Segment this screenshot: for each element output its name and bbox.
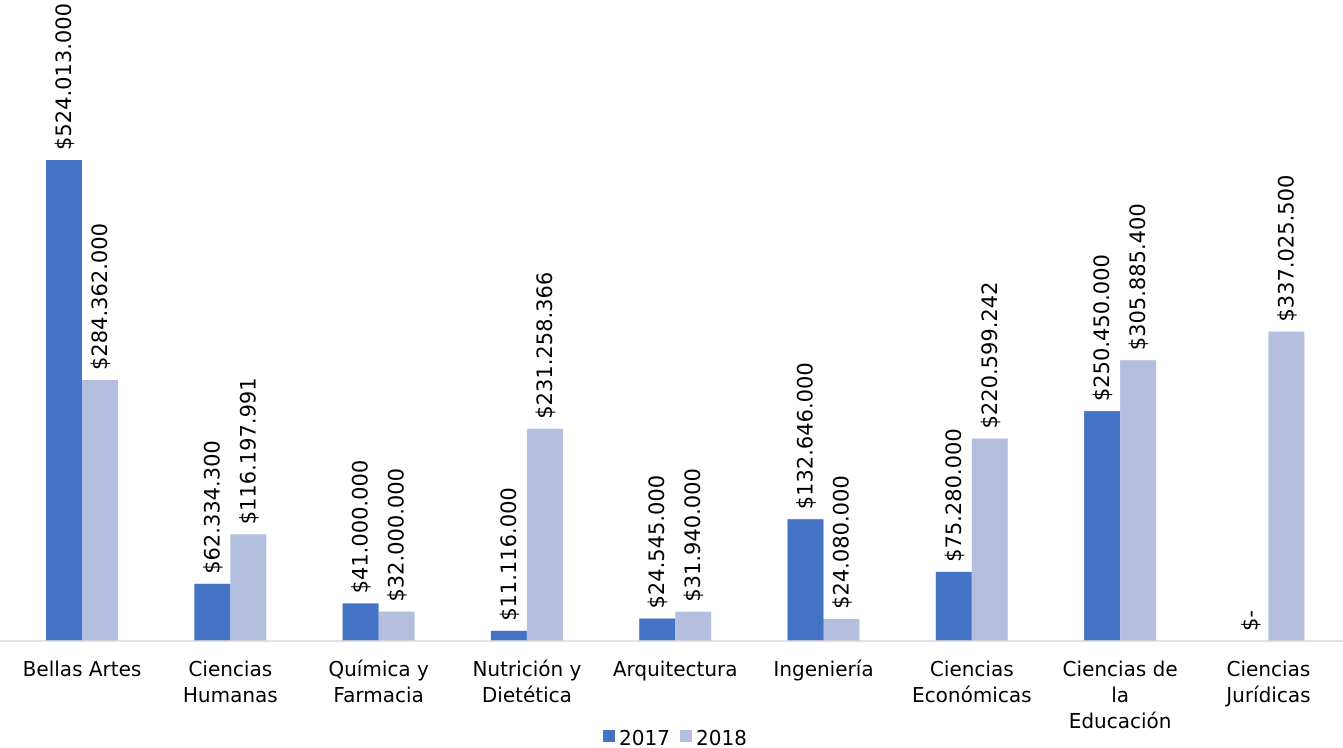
bar-2017-3 (490, 630, 527, 641)
category-label-6-0: Ciencias (930, 657, 1014, 681)
value-label-2018-6: $220.599.242 (978, 282, 1002, 429)
legend: 2017 2018 (603, 726, 747, 748)
category-label-7-0: Ciencias de (1063, 657, 1178, 681)
bar-2017-5 (787, 519, 824, 641)
value-label-2018-1: $116.197.991 (236, 377, 260, 524)
category-label-0-0: Bellas Artes (23, 657, 142, 681)
bar-2017-6 (935, 571, 972, 641)
category-label-7-2: Educación (1069, 709, 1172, 733)
category-label-6-1: Económicas (912, 683, 1032, 707)
value-label-2017-7: $250.450.000 (1090, 254, 1114, 401)
bars-group (46, 160, 1305, 641)
value-label-2018-8: $337.025.500 (1274, 175, 1298, 322)
category-label-1-1: Humanas (183, 683, 278, 707)
value-label-2018-2: $32.000.000 (385, 468, 409, 602)
bar-2018-1 (230, 534, 267, 641)
value-label-2017-6: $75.280.000 (942, 428, 966, 562)
category-label-2-0: Química y (328, 657, 429, 681)
legend-label-2017: 2017 (619, 726, 670, 748)
bar-2018-7 (1120, 360, 1157, 641)
bar-2018-4 (675, 611, 712, 641)
value-label-2018-5: $24.080.000 (830, 475, 854, 609)
value-label-2017-4: $24.545.000 (645, 475, 669, 609)
category-label-3-0: Nutrición y (472, 657, 581, 681)
legend-swatch-2017 (603, 730, 615, 742)
category-label-8-1: Jurídicas (1224, 683, 1310, 707)
bar-2017-4 (639, 618, 676, 641)
category-label-1-0: Ciencias (188, 657, 272, 681)
bar-2018-8 (1268, 331, 1305, 641)
value-label-2017-0: $524.013.000 (52, 3, 76, 150)
legend-label-2018: 2018 (696, 726, 747, 748)
bar-2018-6 (971, 438, 1008, 641)
category-label-5-0: Ingeniería (773, 657, 873, 681)
value-label-2017-5: $132.646.000 (794, 362, 818, 509)
value-label-2017-8: $- (1238, 610, 1262, 631)
category-label-7-1: la (1111, 683, 1129, 707)
value-label-2017-3: $11.116.000 (497, 487, 521, 621)
bar-2018-0 (82, 380, 118, 641)
value-label-2018-7: $305.885.400 (1126, 203, 1150, 350)
bar-2018-2 (378, 611, 415, 641)
bar-2018-3 (526, 428, 563, 641)
legend-swatch-2018 (680, 730, 692, 742)
bar-2017-2 (342, 603, 379, 641)
value-labels-group: $524.013.000 $284.362.000 $62.334.300 $116.… (52, 3, 1298, 631)
bar-2017-7 (1084, 411, 1121, 641)
value-label-2017-1: $62.334.300 (200, 440, 224, 574)
bar-2017-0 (46, 160, 82, 641)
value-label-2018-3: $231.258.366 (533, 272, 557, 419)
category-label-8-0: Ciencias (1227, 657, 1311, 681)
bar-2017-1 (194, 583, 231, 641)
category-label-4-0: Arquitectura (613, 657, 738, 681)
value-label-2018-4: $31.940.000 (681, 468, 705, 602)
category-label-3-1: Dietética (482, 683, 572, 707)
value-label-2018-0: $284.362.000 (88, 223, 112, 370)
category-label-2-1: Farmacia (333, 683, 423, 707)
value-label-2017-2: $41.000.000 (349, 460, 373, 594)
bar-2018-5 (823, 618, 860, 641)
